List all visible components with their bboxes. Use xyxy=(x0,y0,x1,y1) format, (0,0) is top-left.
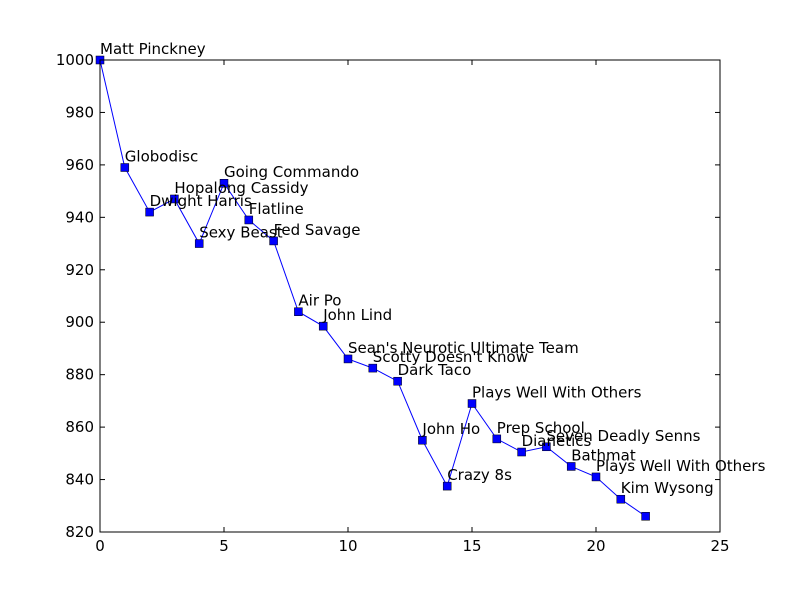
data-point-label: Kim Wysong xyxy=(621,479,714,497)
data-point-label: Dianetics xyxy=(522,432,592,450)
x-tick-label: 15 xyxy=(462,537,481,555)
x-tick-label: 0 xyxy=(95,537,105,555)
point-label-group: Matt Pinckney Globodisc Dwight HarrisHopal… xyxy=(100,40,766,497)
data-point-marker xyxy=(244,215,254,225)
data-point-label: Plays Well With Others xyxy=(472,384,642,402)
x-tick-label: 5 xyxy=(219,537,229,555)
data-point-marker xyxy=(542,442,551,452)
data-point-marker xyxy=(566,462,576,471)
data-point-marker xyxy=(418,435,427,445)
data-point-marker xyxy=(170,194,179,204)
data-point-label: Scotty Doesn't Know xyxy=(373,348,528,366)
x-tick-label: 20 xyxy=(586,537,605,555)
data-point-marker xyxy=(219,178,229,188)
data-point-marker xyxy=(343,354,353,364)
y-tick-label: 840 xyxy=(65,471,94,489)
data-point-label: Hopalong Cassidy xyxy=(174,179,308,197)
data-point-label: John Lind xyxy=(322,306,392,324)
data-point-label: Dark Taco xyxy=(398,361,472,379)
data-point-label: Sean's Neurotic Ultimate Team xyxy=(348,339,579,357)
data-point-marker xyxy=(591,472,601,482)
data-point-label: Crazy 8s xyxy=(447,466,512,484)
data-point-label: Prep School xyxy=(497,419,585,437)
y-tick-label: 860 xyxy=(65,418,94,436)
data-point-marker xyxy=(120,163,130,172)
x-tick-label: 10 xyxy=(338,537,357,555)
data-point-marker xyxy=(393,376,402,386)
data-point-label: Flatline xyxy=(249,200,304,218)
x-tick-label: 25 xyxy=(710,537,729,555)
data-point-label: Bathmat xyxy=(571,446,636,464)
data-point-label: Seven Deadly Senns xyxy=(546,427,700,445)
y-tick-label: 820 xyxy=(65,523,94,541)
data-point-marker xyxy=(294,307,303,316)
data-point-marker xyxy=(318,321,328,331)
data-point-marker xyxy=(442,481,452,491)
data-point-marker xyxy=(616,494,626,504)
y-tick-label: 980 xyxy=(65,103,94,121)
x-axis: 0 5 10 15 20 25 xyxy=(95,60,730,555)
y-tick-label: 960 xyxy=(65,156,94,174)
y-tick-label: 900 xyxy=(65,313,94,331)
data-point-marker xyxy=(368,363,378,373)
data-point-label: Sexy Beast xyxy=(199,224,283,242)
data-point-marker xyxy=(467,399,477,408)
data-point-label: Dwight Harris xyxy=(150,192,252,210)
data-point-marker xyxy=(269,236,278,246)
y-tick-label: 920 xyxy=(65,261,94,279)
data-point-label: Globodisc xyxy=(125,148,198,166)
data-point-label: Plays Well With Others xyxy=(596,457,766,475)
y-tick-label: 880 xyxy=(65,366,94,384)
data-point-label: Air Po xyxy=(298,292,341,310)
data-point-marker xyxy=(194,239,204,248)
y-axis: 820 840 860 880 900 920 940 960 980 1000 xyxy=(56,51,720,541)
data-point-marker xyxy=(492,434,502,444)
data-point-label: John Ho xyxy=(421,420,480,438)
marker-group xyxy=(95,55,650,521)
data-point-label: Going Commando xyxy=(224,163,359,181)
y-tick-label: 1000 xyxy=(56,51,94,69)
plot-area-frame xyxy=(99,59,721,533)
data-point-marker xyxy=(517,447,526,457)
data-point-marker xyxy=(145,207,154,217)
data-point-label: Fed Savage xyxy=(274,221,361,239)
data-point-marker xyxy=(641,512,650,521)
y-tick-label: 940 xyxy=(65,208,94,226)
data-point-label: Matt Pinckney xyxy=(100,40,206,58)
